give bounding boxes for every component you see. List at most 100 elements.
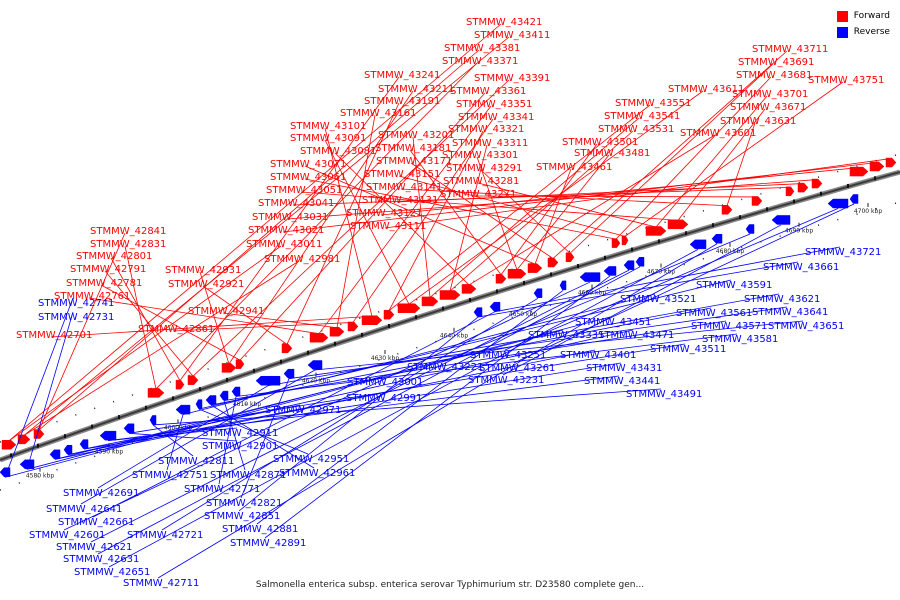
reverse-gene-leader <box>152 424 194 457</box>
forward-gene-leader <box>336 114 376 328</box>
position-marker <box>226 377 228 382</box>
forward-gene-arrow <box>565 252 575 262</box>
forward-gene-leader <box>429 117 640 298</box>
forward-gene-leader <box>449 130 634 292</box>
forward-gene-label: STMMW_43681 <box>736 70 812 81</box>
reverse-gene-label: STMMW_43451 <box>575 317 651 328</box>
position-marker <box>577 264 579 269</box>
position-marker <box>307 350 309 355</box>
forward-gene-arrow <box>785 186 795 197</box>
forward-gene-label: STMMW_43701 <box>732 89 808 100</box>
position-marker <box>658 239 660 244</box>
forward-gene-arrow <box>147 388 165 398</box>
reverse-gene-leader <box>67 392 382 456</box>
reverse-gene-leader <box>97 385 269 489</box>
forward-gene-leader <box>324 127 373 317</box>
forward-gene-leader <box>500 143 598 276</box>
forward-gene-arrow <box>361 315 383 325</box>
forward-gene-label: STMMW_43061 <box>270 172 346 183</box>
forward-gene-leader <box>352 118 494 323</box>
forward-gene-leader <box>380 167 860 216</box>
forward-gene-arrow <box>667 219 689 230</box>
forward-gene-label: STMMW_42841 <box>90 226 166 237</box>
forward-gene-leader <box>408 90 704 305</box>
forward-gene-leader <box>396 183 804 203</box>
forward-gene-arrow <box>421 296 439 307</box>
forward-gene-arrow <box>439 290 461 300</box>
reverse-gene-leader <box>504 208 839 351</box>
reverse-gene-arrow <box>635 257 645 267</box>
legend-reverse-label: Reverse <box>853 27 890 37</box>
reverse-gene-leader <box>26 311 74 470</box>
forward-gene-leader <box>449 144 488 292</box>
forward-gene-label: STMMW_42861 <box>138 324 214 335</box>
forward-gene-label: STMMW_43391 <box>474 73 550 84</box>
forward-gene-label: STMMW_43421 <box>466 17 542 28</box>
forward-gene-label: STMMW_43711 <box>752 44 828 55</box>
reverse-gene-label: STMMW_43561 <box>676 308 752 319</box>
forward-gene-arrow <box>329 326 345 337</box>
forward-gene-label: STMMW_42941 <box>188 306 264 317</box>
forward-gene-arrow <box>849 166 869 177</box>
forward-gene-leader <box>480 169 571 254</box>
reverse-gene-leader <box>441 233 751 363</box>
position-marker <box>523 280 525 285</box>
reverse-gene-label: STMMW_42991 <box>346 393 422 404</box>
forward-gene-arrow <box>235 359 245 369</box>
forward-gene-label: STMMW_43411 <box>474 30 550 41</box>
forward-gene-arrow <box>869 161 885 172</box>
reverse-gene-leader <box>494 246 841 313</box>
position-marker <box>334 341 336 346</box>
reverse-gene-label: STMMW_43491 <box>626 389 702 400</box>
reverse-gene-arrow <box>123 423 135 434</box>
reverse-gene-arrow <box>99 430 117 441</box>
position-marker <box>442 306 444 311</box>
reverse-gene-label: STMMW_43661 <box>763 262 839 273</box>
forward-gene-leader <box>192 79 510 377</box>
tick-label: 4690 kbp <box>785 228 813 235</box>
forward-gene-leader <box>409 149 502 276</box>
forward-gene-label: STMMW_43051 <box>266 185 342 196</box>
legend: Forward Reverse <box>836 8 890 40</box>
forward-gene-arrow <box>495 274 507 284</box>
forward-gene-arrow <box>721 205 733 215</box>
reverse-gene-label: STMMW_43331 <box>528 330 604 341</box>
forward-gene-leader <box>726 122 756 206</box>
forward-gene-label: STMMW_43341 <box>458 112 534 123</box>
reverse-gene-leader <box>54 349 596 460</box>
reverse-gene-label: STMMW_43231 <box>468 375 544 386</box>
reverse-gene-arrow <box>219 390 229 401</box>
forward-gene-label: STMMW_43111 <box>350 221 426 232</box>
reverse-gene-label: STMMW_42651 <box>74 567 150 578</box>
reverse-gene-arrow <box>827 198 849 209</box>
reverse-gene-leader <box>97 266 641 555</box>
forward-gene-label: STMMW_43531 <box>598 124 674 135</box>
reverse-gene-label: STMMW_42971 <box>265 405 341 416</box>
forward-gene-leader <box>304 165 536 265</box>
forward-gene-label: STMMW_43201 <box>378 130 454 141</box>
reverse-gene-leader <box>128 343 686 434</box>
forward-gene-leader <box>202 285 288 345</box>
reverse-gene-leader <box>502 224 782 376</box>
reverse-gene-label: STMMW_43511 <box>650 344 726 355</box>
tick-label: 4590 kbp <box>95 448 123 455</box>
tick-label: 4670 kbp <box>647 268 675 275</box>
forward-gene-leader <box>222 312 338 329</box>
reverse-gene-leader <box>83 362 622 450</box>
reverse-gene-leader <box>152 388 662 426</box>
position-marker <box>37 443 39 448</box>
forward-gene-arrow <box>547 257 559 268</box>
reverse-gene-leader <box>198 279 732 410</box>
reverse-gene-label: STMMW_43521 <box>620 294 696 305</box>
reverse-gene-label: STMMW_42821 <box>206 498 282 509</box>
forward-gene-leader <box>8 245 282 442</box>
forward-gene-leader <box>172 322 354 332</box>
forward-gene-label: STMMW_43361 <box>450 86 526 97</box>
reverse-gene-arrow <box>307 360 323 370</box>
position-marker <box>604 255 606 260</box>
forward-gene-leader <box>23 36 510 436</box>
reverse-gene-leader <box>240 378 290 499</box>
reverse-gene-label: STMMW_42641 <box>46 504 122 515</box>
position-marker <box>874 176 876 181</box>
